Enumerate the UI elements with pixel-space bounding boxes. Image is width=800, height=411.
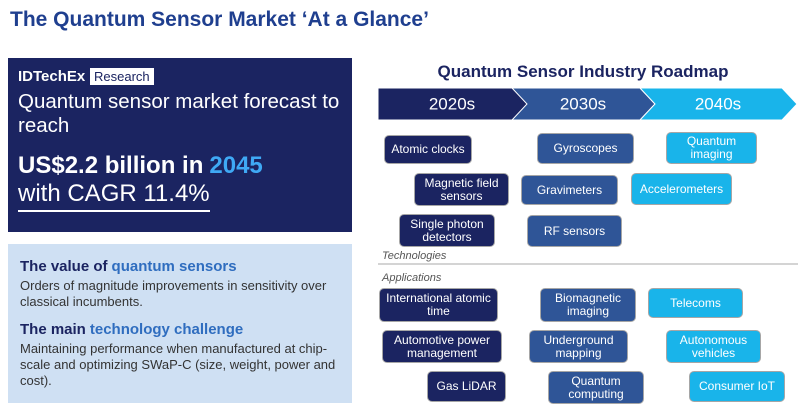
technology-box: Single photon detectors [400,215,494,246]
technology-box: Magnetic field sensors [415,174,508,205]
technology-box: Quantum imaging [667,133,756,163]
value-heading-highlight: quantum sensors [111,258,237,275]
page-title: The Quantum Sensor Market ‘At a Glance’ [10,8,429,31]
headline-year: 2045 [209,152,263,179]
technology-box: Gravimeters [522,176,617,204]
value-heading: The value of quantum sensors [20,258,237,275]
lead-text: Quantum sensor market forecast to reach [18,90,340,137]
application-box: Gas LiDAR [428,372,505,401]
technologies-label: Technologies [382,250,447,262]
application-box: Autonomous vehicles [667,331,760,362]
value-text: Orders of magnitude improvements in sens… [20,278,327,309]
era-label: 2040s [695,94,741,113]
application-box: Biomagnetic imaging [541,289,635,321]
headline-prefix: US$2.2 billion in [18,152,204,179]
application-box: Consumer IoT [690,372,784,401]
info-panel: The value of quantum sensors Orders of ma… [8,244,352,403]
value-heading-prefix: The value of [20,258,108,275]
technology-box: Gyroscopes [538,134,633,163]
application-box: Underground mapping [530,331,627,362]
application-box: International atomic time [380,289,497,321]
application-box: Automotive power management [383,331,501,362]
challenge-text: Maintaining performance when manufacture… [20,341,336,388]
application-box: Telecoms [649,289,742,317]
cagr: with CAGR 11.4% [18,180,210,212]
applications-label: Applications [382,272,442,284]
era-arrow [638,87,798,121]
roadmap-title: Quantum Sensor Industry Roadmap [437,62,729,81]
challenge-heading-highlight: technology challenge [89,321,244,338]
brand: IDTechEx [18,68,86,85]
brand-tag: Research [90,68,154,85]
challenge-heading: The main technology challenge [20,321,243,338]
application-box: Quantum computing [549,372,643,403]
technology-box: Accelerometers [632,174,731,204]
technology-box: RF sensors [528,216,621,246]
technology-box: Atomic clocks [385,136,471,163]
challenge-heading-prefix: The main [20,321,86,338]
forecast-panel: IDTechEx Research Quantum sensor market … [8,58,352,232]
era-label: 2020s [429,94,475,113]
headline: US$2.2 billion in 2045 [18,152,263,180]
era-label: 2030s [560,94,606,113]
